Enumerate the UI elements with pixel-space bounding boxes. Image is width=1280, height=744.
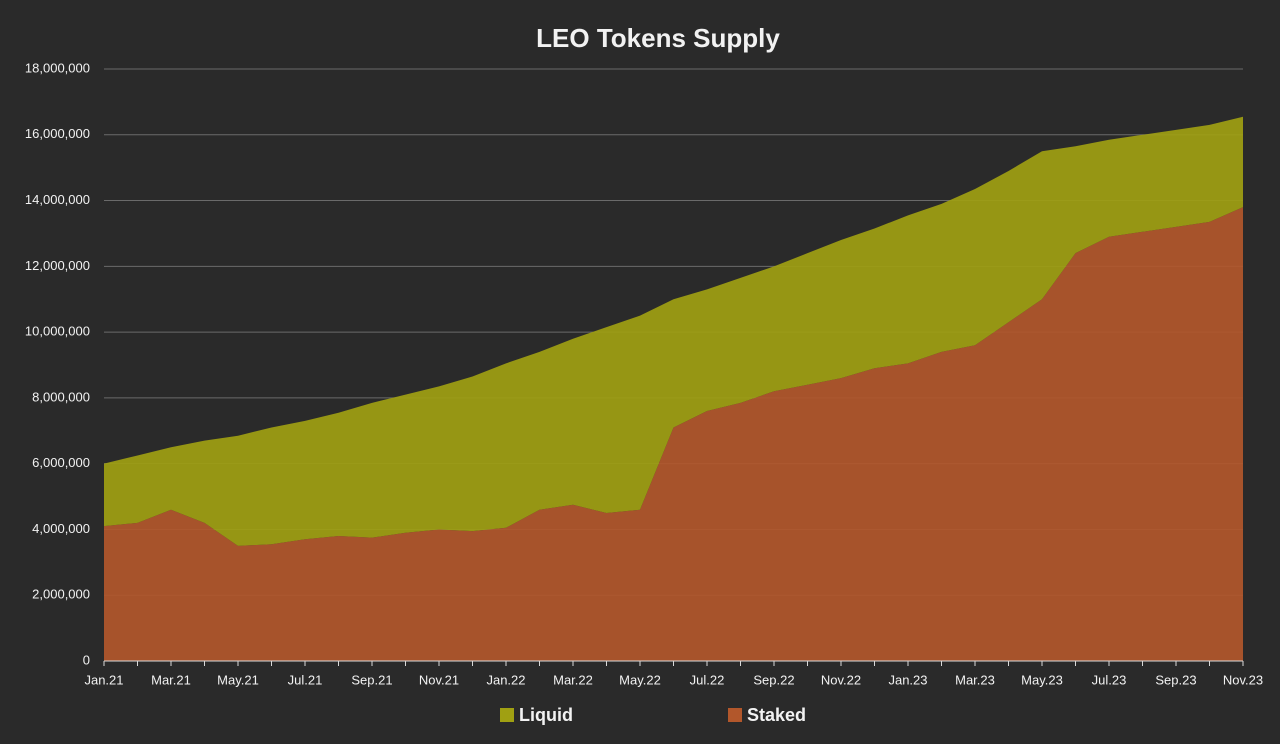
x-tick-label: Mar.23 bbox=[955, 672, 995, 687]
y-tick-label: 8,000,000 bbox=[32, 389, 90, 404]
x-tick-label: Nov.21 bbox=[419, 672, 459, 687]
x-tick-label: Mar.22 bbox=[553, 672, 593, 687]
x-tick-label: Sep.21 bbox=[351, 672, 392, 687]
area bbox=[104, 116, 1243, 546]
x-tick-label: Sep.22 bbox=[753, 672, 794, 687]
x-tick-label: Jan.23 bbox=[888, 672, 927, 687]
legend-label: Staked bbox=[747, 705, 806, 725]
y-tick-label: 16,000,000 bbox=[25, 126, 90, 141]
x-tick-label: Nov.23 bbox=[1223, 672, 1263, 687]
legend-label: Liquid bbox=[519, 705, 573, 725]
x-tick-label: Jan.22 bbox=[486, 672, 525, 687]
x-tick-label: May.21 bbox=[217, 672, 259, 687]
x-tick-label: Mar.21 bbox=[151, 672, 191, 687]
x-tick-label: Jul.23 bbox=[1092, 672, 1127, 687]
x-tick-label: Jan.21 bbox=[84, 672, 123, 687]
area bbox=[104, 207, 1243, 661]
x-tick-label: Jul.22 bbox=[690, 672, 725, 687]
legend-swatch bbox=[728, 708, 742, 722]
y-tick-label: 0 bbox=[83, 652, 90, 667]
y-tick-label: 10,000,000 bbox=[25, 324, 90, 339]
y-tick-label: 18,000,000 bbox=[25, 60, 90, 75]
legend-swatch bbox=[500, 708, 514, 722]
y-tick-label: 4,000,000 bbox=[32, 521, 90, 536]
x-tick-label: Sep.23 bbox=[1155, 672, 1196, 687]
x-tick-label: Nov.22 bbox=[821, 672, 861, 687]
x-tick-label: May.22 bbox=[619, 672, 661, 687]
chart-title: LEO Tokens Supply bbox=[536, 23, 780, 53]
y-tick-label: 2,000,000 bbox=[32, 587, 90, 602]
x-tick-label: Jul.21 bbox=[288, 672, 323, 687]
y-tick-label: 12,000,000 bbox=[25, 258, 90, 273]
y-tick-label: 14,000,000 bbox=[25, 192, 90, 207]
x-tick-label: May.23 bbox=[1021, 672, 1063, 687]
y-tick-label: 6,000,000 bbox=[32, 455, 90, 470]
